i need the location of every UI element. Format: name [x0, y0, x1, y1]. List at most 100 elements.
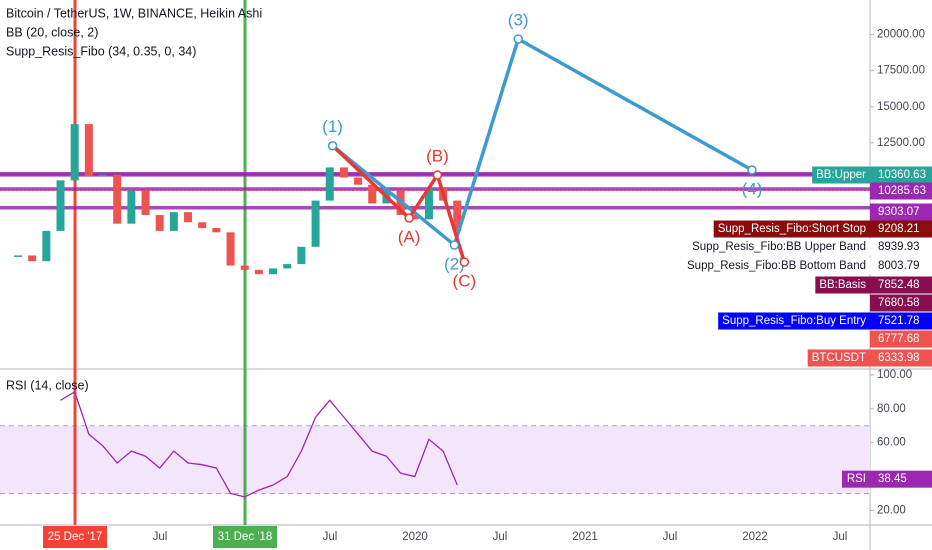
candle: [283, 264, 292, 269]
wave-label: (1): [322, 117, 343, 136]
price-label-value: 7852.48: [878, 279, 920, 291]
candle: [297, 246, 306, 265]
price-label-value: 6777.68: [878, 333, 920, 345]
price-label-value: 10285.63: [878, 185, 926, 197]
price-label-bg: [870, 182, 932, 200]
wave-label: (2): [444, 255, 465, 274]
candle: [56, 180, 65, 231]
candle: [410, 215, 419, 220]
time-label: 2020: [402, 531, 428, 543]
rsi-label-bg: [842, 470, 932, 488]
candle: [254, 269, 263, 275]
y-tick-label: 17500.00: [877, 65, 925, 77]
candle: [368, 184, 377, 204]
rsi-title: RSI (14, close): [6, 378, 89, 392]
candle: [84, 124, 93, 177]
price-label-bg: [870, 220, 932, 238]
y-tick-label: 100.00: [877, 369, 912, 381]
time-label: Jul: [323, 531, 338, 543]
time-label: Jul: [663, 531, 678, 543]
price-label-value: 9208.21: [878, 223, 920, 235]
candle: [113, 174, 122, 224]
price-label-bg: [870, 330, 932, 348]
wave-label: (3): [508, 10, 529, 29]
candle: [141, 190, 150, 216]
time-label: 2022: [742, 531, 768, 543]
candle: [453, 200, 462, 231]
price-label-name: BTCUSDT: [812, 352, 866, 364]
candle: [14, 255, 22, 257]
price-label-bg: [870, 257, 932, 275]
price-label-name-bg: [688, 238, 870, 256]
price-label-bg: [870, 294, 932, 312]
symbol-title: Bitcoin / TetherUS, 1W, BINANCE, Heikin …: [6, 6, 262, 20]
candle: [424, 188, 433, 220]
candle: [269, 268, 278, 275]
price-label-bg: [870, 166, 932, 184]
price-label-name: BB:Basis: [819, 279, 866, 291]
candle: [42, 230, 51, 262]
price-label-bg: [870, 238, 932, 256]
price-label-name: Supp_Resis_Fibo:Buy Entry: [722, 315, 866, 327]
price-label-name-bg: [718, 312, 870, 330]
price-label-value: 6333.98: [878, 352, 920, 364]
rsi-label-value: 38.45: [878, 473, 907, 485]
candle: [325, 167, 334, 201]
candle: [198, 222, 207, 229]
price-label-bg: [870, 276, 932, 294]
candle: [339, 167, 348, 178]
candle: [127, 190, 136, 224]
wave-point: [747, 165, 757, 175]
candle: [28, 255, 37, 262]
time-label: Jul: [153, 531, 168, 543]
price-label-name-bg: [683, 257, 870, 275]
time-label: Jul: [493, 531, 508, 543]
price-label-bg: [870, 312, 932, 330]
date-label-bg: [43, 526, 107, 548]
candle: [155, 215, 164, 231]
date-label-bg: [213, 526, 277, 548]
candle: [212, 228, 221, 233]
y-tick-label: 20000.00: [877, 29, 925, 41]
time-label: 31 Dec '18: [218, 531, 273, 543]
candle: [240, 265, 249, 270]
candle: [70, 124, 79, 181]
price-label-bg: [870, 349, 932, 367]
price-label-name-bg: [713, 220, 870, 238]
y-tick-label: 15000.00: [877, 101, 925, 113]
wave-label: (A): [398, 228, 421, 247]
wave-point: [404, 213, 414, 223]
time-label: 2021: [572, 531, 598, 543]
wave-label: (4): [742, 179, 763, 198]
price-label-name: Supp_Resis_Fibo:BB Bottom Band: [687, 260, 866, 272]
candle: [354, 177, 363, 185]
price-label-value: 8003.79: [878, 260, 920, 272]
candle: [184, 212, 193, 223]
price-label-name: Supp_Resis_Fibo:Short Stop: [718, 223, 866, 235]
candle: [226, 232, 235, 266]
y-tick-label: 60.00: [877, 437, 906, 449]
price-label-name: BB:Upper: [816, 169, 866, 181]
price-label-value: 7521.78: [878, 315, 920, 327]
rsi-line: [60, 390, 458, 498]
price-label-name-bg: [815, 276, 870, 294]
price-label-value: 9303.07: [878, 206, 920, 218]
wave-point: [327, 141, 338, 151]
correction-wave: [331, 144, 467, 263]
y-tick-label: 80.00: [877, 403, 906, 415]
price-label-value: 7680.58: [878, 297, 920, 309]
candle: [169, 212, 178, 231]
rsi-band: [0, 425, 870, 494]
candle: [311, 200, 320, 247]
study-title: Supp_Resis_Fibo (34, 0.35, 0, 34): [6, 44, 196, 58]
wave-label: (B): [426, 147, 449, 166]
study-title: BB (20, close, 2): [6, 25, 98, 39]
wave-point: [459, 257, 470, 267]
price-label-name: Supp_Resis_Fibo:BB Upper Band: [692, 241, 866, 253]
y-tick-label: 12500.00: [877, 137, 925, 149]
price-label-name-bg: [812, 166, 870, 184]
time-label: 25 Dec '17: [48, 531, 103, 543]
y-tick-label: 20.00: [877, 504, 906, 516]
price-label-value: 10360.63: [878, 169, 926, 181]
